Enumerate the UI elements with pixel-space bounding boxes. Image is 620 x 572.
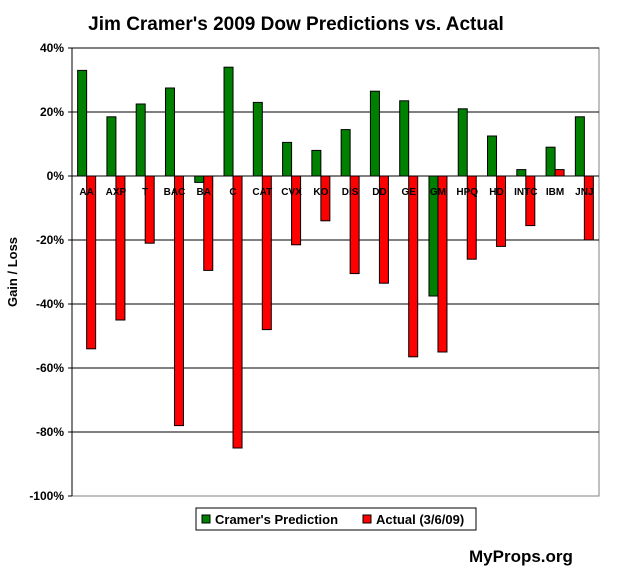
- legend-box: [195, 507, 477, 531]
- bar-prediction-jnj: [574, 116, 585, 177]
- bars: [77, 66, 594, 449]
- bar-prediction-aa: [77, 69, 88, 177]
- bar-prediction-dd: [369, 90, 380, 177]
- x-tick-label: DIS: [342, 187, 359, 198]
- y-tick-label: -60%: [36, 361, 64, 375]
- x-tick-label: KO: [313, 187, 328, 198]
- bar-prediction-cat: [252, 101, 263, 177]
- bar-actual-ibm: [554, 169, 565, 177]
- bar-prediction-axp: [106, 116, 117, 177]
- legend: Cramer's Prediction Actual (3/6/09): [195, 507, 477, 531]
- bar-actual-jnj: [583, 175, 594, 241]
- x-tick-label: HD: [489, 187, 503, 198]
- x-tick-label: DD: [372, 187, 386, 198]
- x-tick-label: JNJ: [575, 187, 593, 198]
- bar-prediction-cvx: [282, 141, 293, 177]
- x-tick-label: T: [142, 187, 148, 198]
- y-axis-label: Gain / Loss: [5, 237, 20, 307]
- legend-label-actual: Actual (3/6/09): [376, 512, 464, 527]
- x-tick-label: GE: [401, 187, 416, 198]
- bar-prediction-ge: [399, 100, 410, 177]
- watermark: MyProps.org: [469, 547, 573, 566]
- legend-label-prediction: Cramer's Prediction: [215, 512, 338, 527]
- bar-actual-ko: [320, 175, 331, 222]
- x-tick-label: CAT: [252, 187, 272, 198]
- bar-actual-aa: [86, 175, 97, 350]
- y-tick-label: -20%: [36, 233, 64, 247]
- bar-actual-gm: [437, 175, 448, 353]
- x-tick-label: BA: [197, 187, 211, 198]
- y-tick-label: 0%: [47, 169, 65, 183]
- x-tick-label: GM: [430, 187, 446, 198]
- bar-prediction-bac: [164, 87, 175, 177]
- x-tick-label: BAC: [164, 187, 186, 198]
- bar-actual-bac: [173, 175, 184, 427]
- axes: [68, 47, 599, 497]
- legend-swatch-actual: [362, 514, 372, 524]
- bar-actual-intc: [525, 175, 536, 227]
- x-tick-label: CVX: [281, 187, 302, 198]
- chart-title: Jim Cramer's 2009 Dow Predictions vs. Ac…: [88, 14, 504, 35]
- x-tick-label: HPQ: [456, 187, 478, 198]
- y-tick-label: -80%: [36, 425, 64, 439]
- bar-prediction-hd: [487, 135, 498, 177]
- x-tick-label: INTC: [514, 187, 537, 198]
- bar-prediction-intc: [516, 169, 527, 177]
- bar-actual-ge: [408, 175, 419, 358]
- bar-prediction-t: [135, 103, 146, 177]
- bar-prediction-dis: [340, 129, 351, 177]
- bar-prediction-ba: [194, 175, 205, 183]
- y-tick-label: 20%: [40, 105, 64, 119]
- bar-prediction-hpq: [457, 108, 468, 177]
- y-tick-label: -100%: [29, 489, 64, 503]
- bar-prediction-ko: [311, 149, 322, 177]
- y-tick-label: -40%: [36, 297, 64, 311]
- x-tick-label: AA: [79, 187, 93, 198]
- bar-prediction-ibm: [545, 146, 556, 177]
- legend-swatch-prediction: [201, 514, 211, 524]
- x-tick-label: AXP: [106, 187, 127, 198]
- y-tick-label: 40%: [40, 41, 64, 55]
- bar-actual-c: [232, 175, 243, 449]
- bar-prediction-c: [223, 66, 234, 177]
- x-tick-label: C: [229, 187, 236, 198]
- plot-area: [71, 47, 600, 497]
- x-tick-label: IBM: [546, 187, 564, 198]
- y-tick-labels: 40% 20% 0% -20% -40% -60% -80% -100%: [29, 41, 64, 503]
- category-labels: AA AXP T BAC BA C CAT CVX KO DIS DD GE GM HPQ HD INTC IB…: [79, 187, 593, 198]
- bar-actual-cat: [261, 175, 272, 331]
